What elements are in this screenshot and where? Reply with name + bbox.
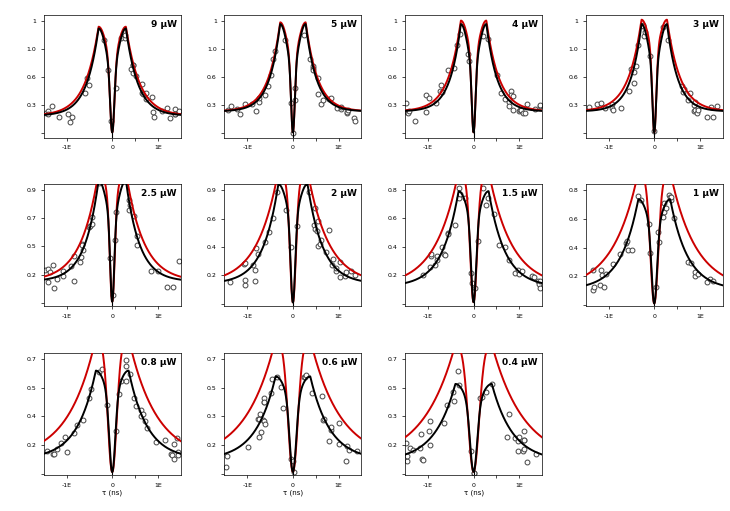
Text: 9 μW: 9 μW [150, 20, 177, 29]
Text: 4 μW: 4 μW [512, 20, 538, 29]
Text: 1 μW: 1 μW [693, 189, 718, 198]
Text: 2.5 μW: 2.5 μW [141, 189, 177, 198]
X-axis label: τ (ns): τ (ns) [464, 489, 484, 496]
Text: 0.8 μW: 0.8 μW [141, 358, 177, 367]
Text: 0.4 μW: 0.4 μW [502, 358, 538, 367]
Text: 3 μW: 3 μW [693, 20, 718, 29]
Text: 1.5 μW: 1.5 μW [502, 189, 538, 198]
Text: 5 μW: 5 μW [331, 20, 357, 29]
Text: 0.6 μW: 0.6 μW [322, 358, 357, 367]
Text: 2 μW: 2 μW [331, 189, 357, 198]
X-axis label: τ (ns): τ (ns) [102, 489, 123, 496]
X-axis label: τ (ns): τ (ns) [283, 489, 303, 496]
